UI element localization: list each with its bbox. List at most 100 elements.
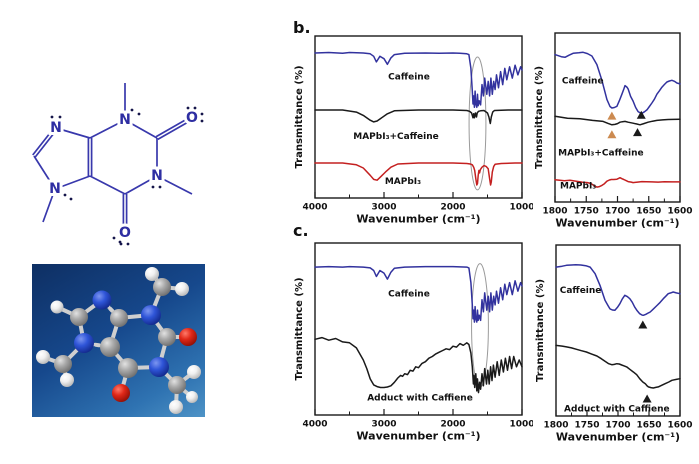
atom-sphere-C: [110, 309, 128, 327]
peak-marker-triangle: [607, 111, 617, 120]
bond-line: [34, 128, 58, 158]
atom-sphere-C: [153, 278, 171, 296]
spectrum-series-MAPbI₃: [314, 162, 523, 186]
bond-line: [157, 118, 194, 141]
spectrum-series-Caffeine: [555, 263, 681, 317]
atom-sphere-H: [186, 391, 198, 403]
bond-line: [32, 126, 56, 156]
x-axis-title: Wavenumber (cm⁻¹): [356, 213, 480, 226]
bond-line: [155, 115, 192, 138]
x-tick-label: 1700: [605, 207, 630, 217]
x-axis-title: Wavenumber (cm⁻¹): [556, 431, 680, 444]
atom-sphere-O: [112, 384, 130, 402]
panel-c-label: c.: [293, 221, 309, 240]
lone-pair-dot: [58, 115, 62, 119]
atom-sphere-H: [60, 373, 74, 387]
spectrum-series-Caffeine: [314, 51, 523, 109]
highlight-ellipse: [468, 56, 487, 191]
y-axis-title: Transmittance (%): [294, 277, 305, 380]
x-axis-title: Wavenumber (cm⁻¹): [356, 430, 480, 443]
lone-pair-dot: [151, 185, 155, 189]
x-tick-label: 4000: [302, 203, 327, 213]
peak-marker-triangle: [633, 128, 642, 137]
peak-marker-triangle: [636, 110, 646, 119]
bond-line: [55, 127, 91, 139]
x-axis-title: Wavenumber (cm⁻¹): [555, 217, 679, 229]
x-tick-label: 1000: [509, 203, 533, 213]
atom-label-N: N: [49, 181, 61, 197]
lone-pair-dot: [193, 106, 197, 110]
curve-label: Caffeine: [388, 289, 430, 299]
x-tick-label: 1650: [636, 421, 661, 431]
peak-marker-triangle: [638, 320, 648, 329]
plot-frame: [554, 32, 681, 203]
curve-label: Caffeine: [562, 77, 604, 87]
spectrum-series-Caffeine: [554, 51, 681, 115]
bond-line: [124, 119, 158, 139]
lone-pair-dot: [50, 115, 54, 119]
atom-label-O: O: [119, 225, 131, 241]
spectrum-series-MAPbI₃: [554, 176, 681, 188]
caffeine-2d-structure: N N N O N O: [32, 83, 204, 246]
atom-sphere-O: [179, 328, 197, 346]
atom-sphere-H: [187, 365, 201, 379]
x-tick-label: 4000: [302, 420, 327, 430]
spectrum-plot: 4000 3000 2000 1000 Wavenumber (cm⁻¹) Transmi…: [294, 35, 535, 226]
spectrum-series-Adduct with Caffiene: [555, 344, 681, 389]
ftir-chart-b-full-range: 4000 3000 2000 1000 Wavenumber (cm⁻¹) Transmi…: [289, 30, 535, 228]
x-tick-label: 1700: [605, 421, 630, 431]
atom-label-N: N: [151, 168, 163, 184]
x-tick-label: 1650: [636, 207, 661, 217]
curve-label: MAPbI₃: [385, 177, 421, 187]
x-tick-label: 1600: [667, 421, 692, 431]
x-tick-label: 2000: [440, 203, 465, 213]
bond-line: [156, 175, 193, 195]
atom-sphere-H: [145, 267, 159, 281]
y-axis-title: Transmittance (%): [534, 66, 545, 169]
atom-sphere-C: [158, 328, 176, 346]
lone-pair-dot: [186, 106, 190, 110]
atom-label-O: O: [186, 110, 198, 126]
atom-sphere-C: [168, 376, 186, 394]
lone-pair-dot: [63, 193, 67, 197]
atom-sphere-C: [70, 308, 88, 326]
highlight-ellipse: [471, 263, 489, 388]
x-tick-label: 1000: [509, 420, 533, 430]
peak-marker-triangle: [607, 130, 617, 139]
x-tick-label: 3000: [371, 203, 396, 213]
x-tick-label: 2000: [440, 420, 465, 430]
atom-sphere-N: [141, 305, 161, 325]
x-tick-label: 1800: [542, 207, 567, 217]
lone-pair-dot: [200, 112, 204, 116]
caffeine-3d-model: [36, 267, 201, 414]
caffeine-3d-model-image: [32, 264, 205, 417]
curve-label: Caffeine: [388, 73, 430, 83]
plot-frame: [314, 242, 523, 416]
curve-label: MAPbI₃+Caffeine: [558, 149, 643, 159]
lone-pair-dot: [137, 112, 141, 116]
atom-sphere-H: [169, 400, 183, 414]
atom-sphere-H: [36, 350, 50, 364]
atom-label-N: N: [119, 112, 131, 128]
ftir-chart-c-full-range: 4000 3000 2000 1000 Wavenumber (cm⁻¹) Transmi…: [289, 237, 535, 459]
atom-sphere-H: [175, 282, 189, 296]
bond-line: [54, 175, 91, 190]
curve-label: MAPbI₃+Caffeine: [353, 132, 438, 142]
bond-line: [89, 175, 126, 195]
atom-sphere-N: [92, 290, 112, 310]
atom-sphere-C: [118, 358, 138, 378]
x-tick-label: 1750: [574, 421, 599, 431]
bond-line: [89, 119, 126, 139]
plot-frame: [555, 244, 681, 417]
lone-pair-dot: [126, 242, 130, 246]
y-axis-title: Transmittance (%): [535, 279, 546, 382]
y-axis-title: Transmittance (%): [294, 65, 305, 168]
curve-label: Adduct with Caffiene: [564, 405, 670, 415]
ftir-chart-b-zoom-region: 1800 1750 1700 1650 1600 Wavenumber (cm⁻¹) Tra…: [529, 27, 695, 230]
spectrum-plot: 4000 3000 2000 1000 Wavenumber (cm⁻¹) Transmi…: [294, 242, 535, 443]
atom-sphere-C: [54, 355, 72, 373]
x-tick-label: 3000: [371, 420, 396, 430]
